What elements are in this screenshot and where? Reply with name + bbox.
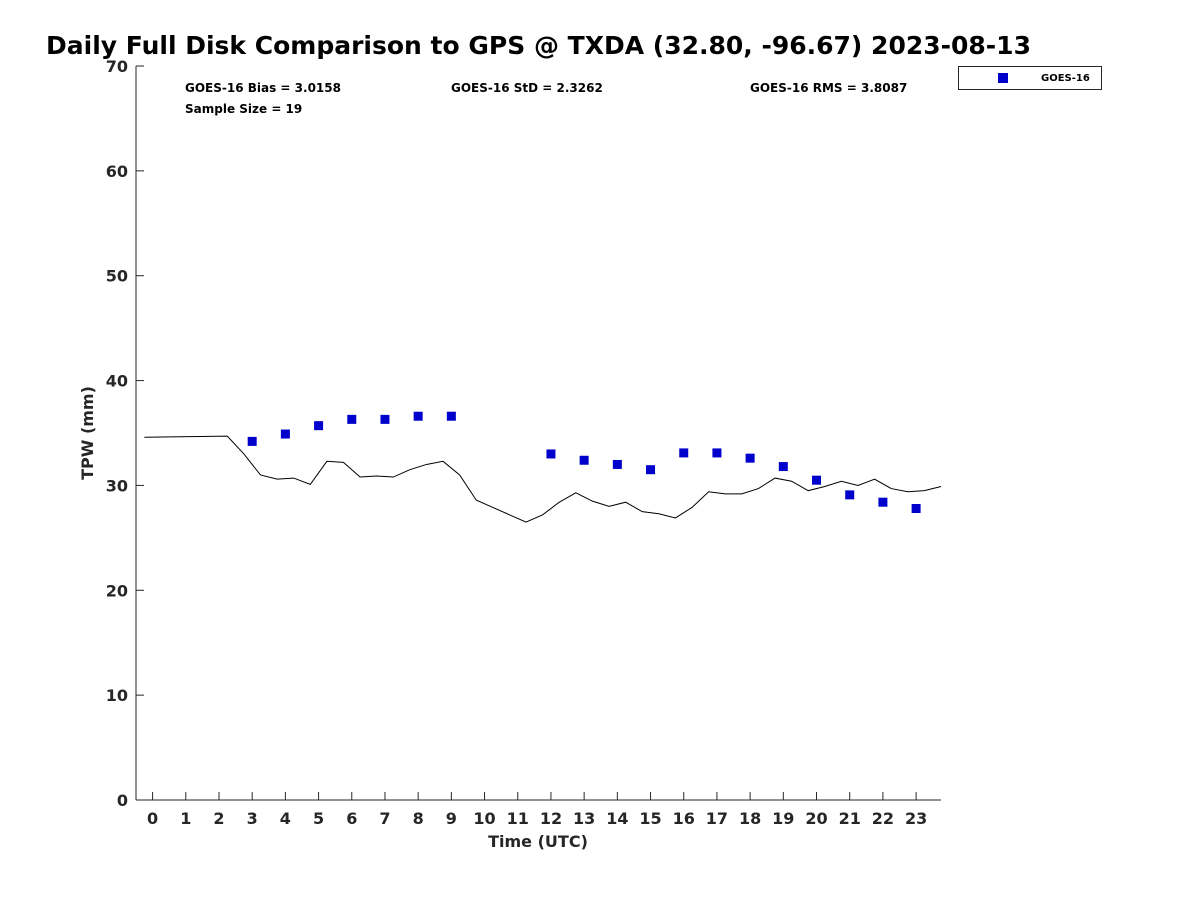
y-tick-label: 20 xyxy=(106,581,128,600)
x-tick-label: 20 xyxy=(805,809,827,828)
x-tick-label: 12 xyxy=(540,809,562,828)
goes16-point xyxy=(778,462,788,472)
x-axis-label: Time (UTC) xyxy=(488,832,588,851)
goes16-point xyxy=(812,475,822,485)
y-tick-label: 0 xyxy=(117,791,128,810)
x-tick-label: 3 xyxy=(247,809,258,828)
goes16-point xyxy=(380,414,390,424)
x-tick-label: 16 xyxy=(673,809,695,828)
x-tick-label: 4 xyxy=(280,809,291,828)
gps-tpw-line xyxy=(144,435,942,523)
x-tick-label: 10 xyxy=(473,809,495,828)
y-tick-label: 40 xyxy=(106,372,128,391)
goes16-point xyxy=(314,421,324,431)
y-axis-label: TPW (mm) xyxy=(78,386,97,480)
x-tick-label: 2 xyxy=(213,809,224,828)
x-tick-label: 14 xyxy=(606,809,628,828)
goes16-point xyxy=(347,414,357,424)
goes16-point xyxy=(745,453,755,463)
x-tick-label: 9 xyxy=(446,809,457,828)
legend-label-goes16: GOES-16 xyxy=(1041,73,1090,84)
x-tick-label: 23 xyxy=(905,809,927,828)
std-annotation: GOES-16 StD = 2.3262 xyxy=(451,81,603,95)
goes16-point xyxy=(679,448,689,458)
y-axis-ticks: 0 10 20 30 40 50 60 70 xyxy=(106,57,144,810)
goes16-point xyxy=(446,411,456,421)
legend: GOES-16 xyxy=(958,66,1102,90)
x-tick-label: 17 xyxy=(706,809,728,828)
x-tick-label: 13 xyxy=(573,809,595,828)
bias-annotation: GOES-16 Bias = 3.0158 xyxy=(185,81,341,95)
goes16-point xyxy=(546,449,556,459)
goes16-point xyxy=(247,436,257,446)
x-tick-label: 19 xyxy=(772,809,794,828)
chart-title: Daily Full Disk Comparison to GPS @ TXDA… xyxy=(46,31,1031,60)
goes16-point xyxy=(712,448,722,458)
goes16-point xyxy=(878,497,888,507)
x-tick-label: 11 xyxy=(507,809,529,828)
x-tick-label: 0 xyxy=(147,809,158,828)
x-tick-label: 15 xyxy=(639,809,661,828)
legend-box xyxy=(958,66,1102,90)
goes16-point xyxy=(646,465,656,475)
y-tick-label: 60 xyxy=(106,162,128,181)
goes16-point xyxy=(911,503,921,513)
goes16-point xyxy=(612,459,622,469)
x-tick-label: 1 xyxy=(180,809,191,828)
goes16-point xyxy=(280,429,290,439)
sample-size-annotation: Sample Size = 19 xyxy=(185,102,302,116)
goes16-point xyxy=(845,490,855,500)
x-tick-label: 7 xyxy=(379,809,390,828)
x-tick-label: 6 xyxy=(346,809,357,828)
x-tick-label: 22 xyxy=(872,809,894,828)
x-tick-label: 18 xyxy=(739,809,761,828)
legend-marker-goes16 xyxy=(998,73,1008,83)
rms-annotation: GOES-16 RMS = 3.8087 xyxy=(750,81,907,95)
y-tick-label: 30 xyxy=(106,476,128,495)
series-layer xyxy=(144,411,942,523)
goes16-point xyxy=(579,455,589,465)
y-tick-label: 70 xyxy=(106,57,128,76)
x-tick-label: 8 xyxy=(413,809,424,828)
y-tick-label: 10 xyxy=(106,686,128,705)
y-tick-label: 50 xyxy=(106,267,128,286)
x-tick-label: 21 xyxy=(839,809,861,828)
x-axis-ticks: 0 1 2 3 4 5 6 7 8 9 10 11 12 13 14 15 16 17 18 19 20 21 22 23 xyxy=(147,792,927,828)
goes16-point xyxy=(413,411,423,421)
x-tick-label: 5 xyxy=(313,809,324,828)
